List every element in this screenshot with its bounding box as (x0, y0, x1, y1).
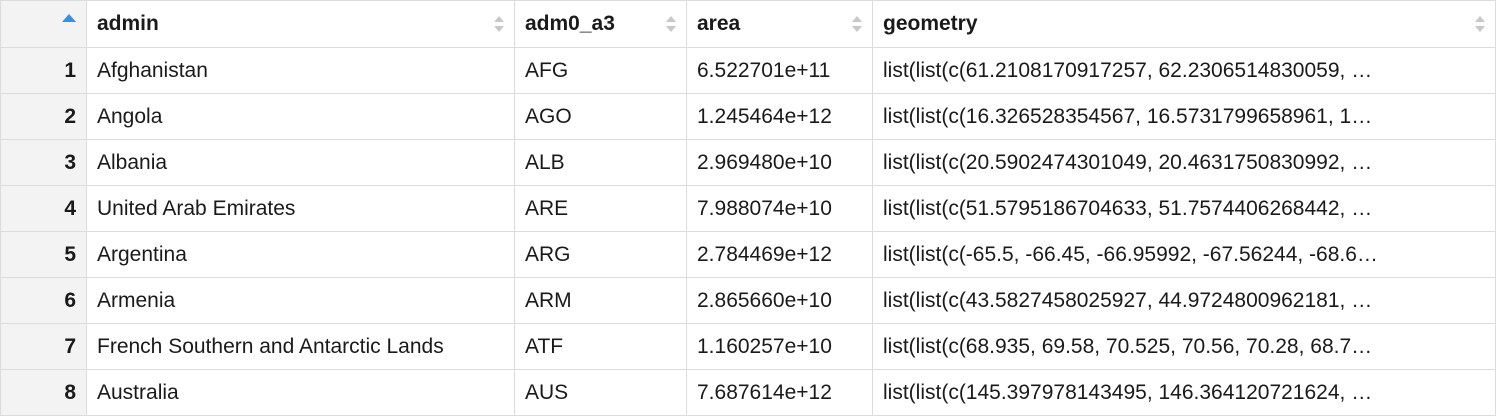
table-row: 8 Australia AUS 7.687614e+12 list(list(c(145… (0, 369, 1496, 416)
cell-area: 6.522701e+11 (686, 47, 873, 94)
sort-ascending-icon[interactable] (62, 14, 76, 22)
sort-icon[interactable] (666, 15, 676, 33)
cell-geometry: list(list(c(20.5902474301049, 20.4631750… (872, 139, 1496, 186)
table-row: 3 Albania ALB 2.969480e+10 list(list(c(20.59… (0, 139, 1496, 186)
cell-admin: United Arab Emirates (86, 185, 515, 232)
cell-area: 7.988074e+10 (686, 185, 873, 232)
row-index: 2 (0, 93, 87, 140)
row-index: 3 (0, 139, 87, 186)
table-row: 5 Argentina ARG 2.784469e+12 list(list(c(-65… (0, 231, 1496, 278)
column-header-label: geometry (883, 12, 978, 35)
cell-admin: Albania (86, 139, 515, 186)
sort-icon[interactable] (852, 15, 862, 33)
cell-adm0-a3: ARM (514, 277, 687, 324)
cell-admin: Argentina (86, 231, 515, 278)
cell-geometry: list(list(c(51.5795186704633, 51.7574406… (872, 185, 1496, 232)
column-header-index[interactable] (0, 0, 87, 48)
cell-adm0-a3: ARG (514, 231, 687, 278)
row-index: 4 (0, 185, 87, 232)
cell-area: 2.784469e+12 (686, 231, 873, 278)
cell-area: 1.245464e+12 (686, 93, 873, 140)
cell-admin: Armenia (86, 277, 515, 324)
column-header-geometry[interactable]: geometry (872, 0, 1496, 48)
table-row: 4 United Arab Emirates ARE 7.988074e+10 list… (0, 185, 1496, 232)
table-row: 6 Armenia ARM 2.865660e+10 list(list(c(43.58… (0, 277, 1496, 324)
row-index: 1 (0, 47, 87, 94)
cell-adm0-a3: AFG (514, 47, 687, 94)
cell-area: 2.969480e+10 (686, 139, 873, 186)
cell-admin: Angola (86, 93, 515, 140)
cell-adm0-a3: AUS (514, 369, 687, 416)
cell-geometry: list(list(c(43.5827458025927, 44.9724800… (872, 277, 1496, 324)
table-row: 2 Angola AGO 1.245464e+12 list(list(c(16.326… (0, 93, 1496, 140)
cell-geometry: list(list(c(61.2108170917257, 62.2306514… (872, 47, 1496, 94)
column-header-area[interactable]: area (686, 0, 873, 48)
table-row: 1 Afghanistan AFG 6.522701e+11 list(list(c(6… (0, 47, 1496, 94)
row-index: 5 (0, 231, 87, 278)
row-index: 6 (0, 277, 87, 324)
row-index: 7 (0, 323, 87, 370)
table-row: 7 French Southern and Antarctic Lands ATF 1… (0, 323, 1496, 370)
cell-admin: French Southern and Antarctic Lands (86, 323, 515, 370)
cell-adm0-a3: ATF (514, 323, 687, 370)
column-header-label: adm0_a3 (525, 12, 615, 35)
cell-adm0-a3: ARE (514, 185, 687, 232)
cell-admin: Australia (86, 369, 515, 416)
cell-area: 2.865660e+10 (686, 277, 873, 324)
cell-geometry: list(list(c(-65.5, -66.45, -66.95992, -6… (872, 231, 1496, 278)
column-header-adm0-a3[interactable]: adm0_a3 (514, 0, 687, 48)
column-header-label: admin (97, 12, 159, 35)
cell-adm0-a3: AGO (514, 93, 687, 140)
cell-geometry: list(list(c(16.326528354567, 16.57317996… (872, 93, 1496, 140)
cell-geometry: list(list(c(68.935, 69.58, 70.525, 70.56… (872, 323, 1496, 370)
sort-icon[interactable] (1475, 15, 1485, 33)
cell-adm0-a3: ALB (514, 139, 687, 186)
sort-icon[interactable] (494, 15, 504, 33)
column-header-admin[interactable]: admin (86, 0, 515, 48)
header-row: admin adm0_a3 area geometry (0, 0, 1496, 48)
cell-area: 7.687614e+12 (686, 369, 873, 416)
column-header-label: area (697, 12, 741, 35)
cell-admin: Afghanistan (86, 47, 515, 94)
cell-area: 1.160257e+10 (686, 323, 873, 370)
cell-geometry: list(list(c(145.397978143495, 146.364120… (872, 369, 1496, 416)
row-index: 8 (0, 369, 87, 416)
